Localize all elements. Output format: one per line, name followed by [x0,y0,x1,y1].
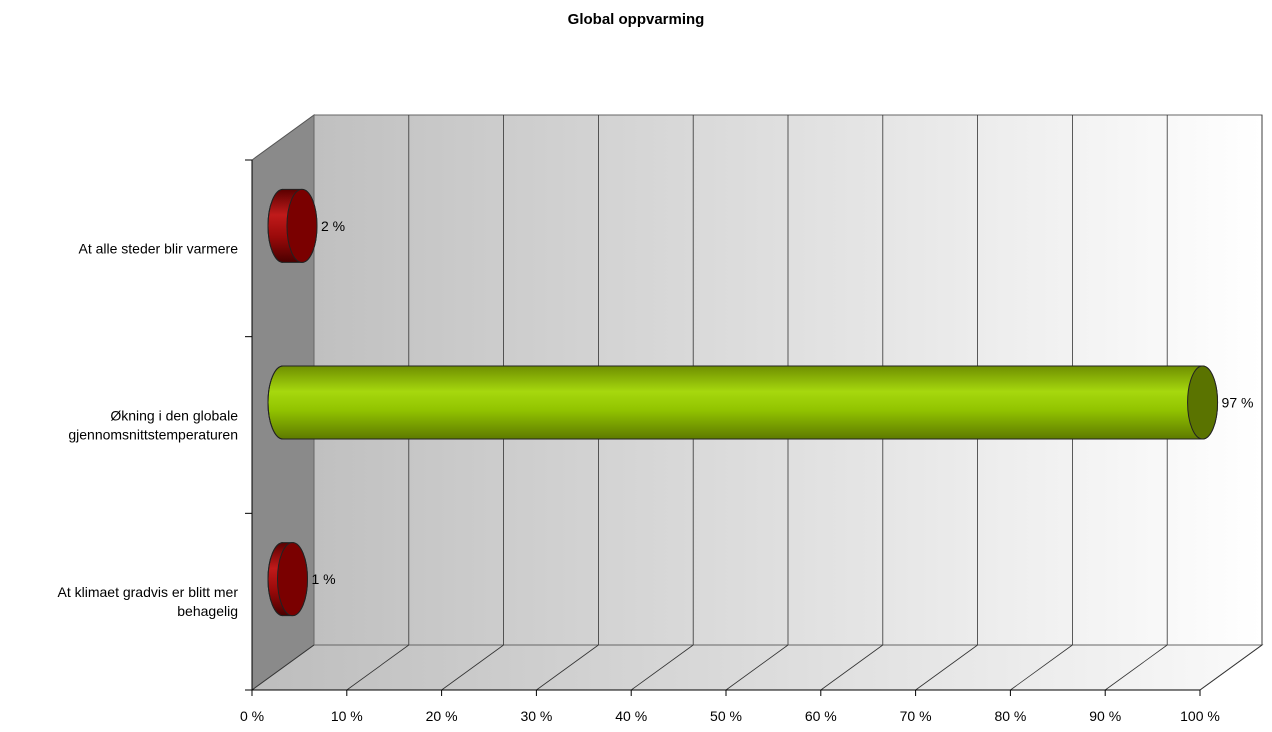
bar [267,365,1219,440]
y-tick-label-line: Økning i den globale [110,408,238,424]
floor-gridline [441,644,504,691]
bar-cap [286,188,318,263]
data-label: 2 % [321,218,345,234]
floor-gridline [346,644,410,691]
x-tick-label: 10 % [331,708,363,724]
floor-gridline [1199,644,1263,691]
x-tick-label: 100 % [1180,708,1220,724]
x-tick-label: 40 % [615,708,647,724]
data-label: 1 % [311,571,335,587]
bar-cap [276,542,308,617]
bar-base-edge [267,365,284,440]
bar [267,188,318,263]
x-tick-label: 90 % [1089,708,1121,724]
floor-gridline [630,644,694,691]
bar-base-edge [267,542,284,617]
x-tick-label: 30 % [520,708,552,724]
floor-gridline [915,644,978,691]
y-tick-label-line: gjennomsnittstemperaturen [68,427,238,443]
floor-gridline [725,644,789,691]
chart-title: Global oppvarming [568,11,705,28]
y-tick-label-line: At alle steder blir varmere [78,240,238,256]
bar-cap [1187,365,1219,440]
plot-area: 0 % 10 % 20 % 30 % 40 % 50 % 60 % 70 % 80 % 90 % 1… [58,114,1264,724]
x-tick-label: 60 % [805,708,837,724]
floor-gridline [820,644,884,691]
floor-gridline [536,644,599,691]
data-label: 97 % [1222,395,1254,411]
x-tick-label: 0 % [240,708,264,724]
bar-base-edge [267,188,284,263]
x-tick-label: 20 % [426,708,458,724]
bar [267,542,308,617]
x-tick-label: 80 % [994,708,1026,724]
bar-body [267,365,1219,440]
x-tick-label: 50 % [710,708,742,724]
y-tick-label: At alle steder blir varmere [78,240,238,256]
floor-gridline [1104,644,1168,691]
y-tick-label: Økning i den globale gjennomsnittstempera… [68,408,238,443]
floor-gridline [251,644,315,691]
y-tick-label: At klimaet gradvis er blitt mer behagelig [58,584,239,619]
floor-gridline [1010,644,1073,691]
x-tick-label: 70 % [900,708,932,724]
y-tick-label-line: behagelig [177,603,238,619]
y-tick-label-line: At klimaet gradvis er blitt mer [58,584,239,600]
